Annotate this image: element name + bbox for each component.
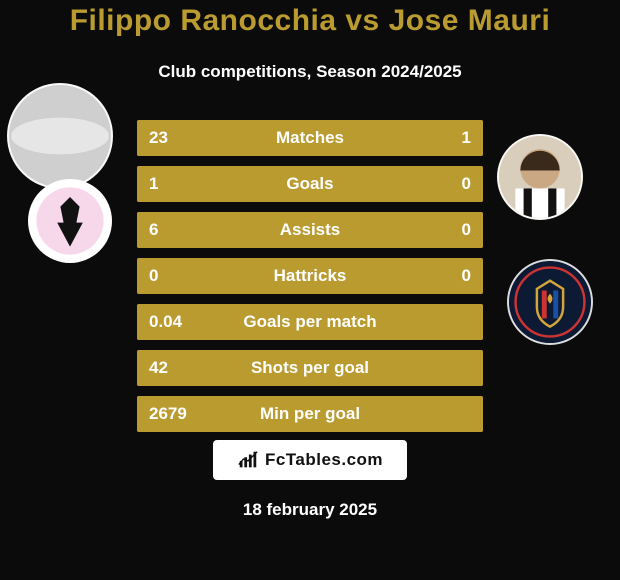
stat-label: Hattricks: [274, 266, 347, 286]
stat-label: Shots per goal: [251, 358, 369, 378]
stat-row: 23 Matches 1: [137, 120, 483, 156]
stat-label: Min per goal: [260, 404, 360, 424]
right-player-avatar: [497, 134, 583, 220]
stat-value-right: 0: [462, 174, 471, 194]
stat-row: 1 Goals 0: [137, 166, 483, 202]
stat-label: Goals per match: [243, 312, 376, 332]
stat-fill-right: [469, 120, 483, 156]
date-text: 18 february 2025: [0, 500, 620, 520]
stat-row: 2679 Min per goal: [137, 396, 483, 432]
stat-value-left: 42: [149, 358, 168, 378]
stat-row: 6 Assists 0: [137, 212, 483, 248]
stat-label: Goals: [286, 174, 333, 194]
left-club-badge: [28, 179, 112, 263]
stat-value-left: 6: [149, 220, 158, 240]
stat-row: 42 Shots per goal: [137, 350, 483, 386]
stat-label: Assists: [280, 220, 340, 240]
cosenza-badge-icon: [509, 261, 591, 343]
watermark-text: FcTables.com: [265, 450, 383, 470]
subtitle: Club competitions, Season 2024/2025: [0, 62, 620, 82]
stat-value-right: 0: [462, 220, 471, 240]
palermo-badge-icon: [30, 181, 110, 261]
left-player-avatar: [7, 83, 113, 189]
chart-icon: [237, 449, 259, 471]
stat-value-left: 23: [149, 128, 168, 148]
watermark: FcTables.com: [213, 440, 407, 480]
stat-label: Matches: [276, 128, 344, 148]
stat-value-right: 1: [462, 128, 471, 148]
stat-row: 0.04 Goals per match: [137, 304, 483, 340]
stat-bars: 23 Matches 1 1 Goals 0 6 Assists 0 0 Hattricks 0 0.0…: [137, 120, 483, 442]
stat-value-left: 0: [149, 266, 158, 286]
player-photo-icon: [499, 136, 581, 218]
page-title: Filippo Ranocchia vs Jose Mauri: [0, 4, 620, 38]
canvas: Filippo Ranocchia vs Jose Mauri Club com…: [0, 0, 620, 580]
stat-row: 0 Hattricks 0: [137, 258, 483, 294]
stat-value-left: 1: [149, 174, 158, 194]
stat-value-left: 0.04: [149, 312, 182, 332]
player-silhouette-icon: [9, 85, 111, 187]
stat-value-right: 0: [462, 266, 471, 286]
stat-value-left: 2679: [149, 404, 187, 424]
right-club-badge: [507, 259, 593, 345]
